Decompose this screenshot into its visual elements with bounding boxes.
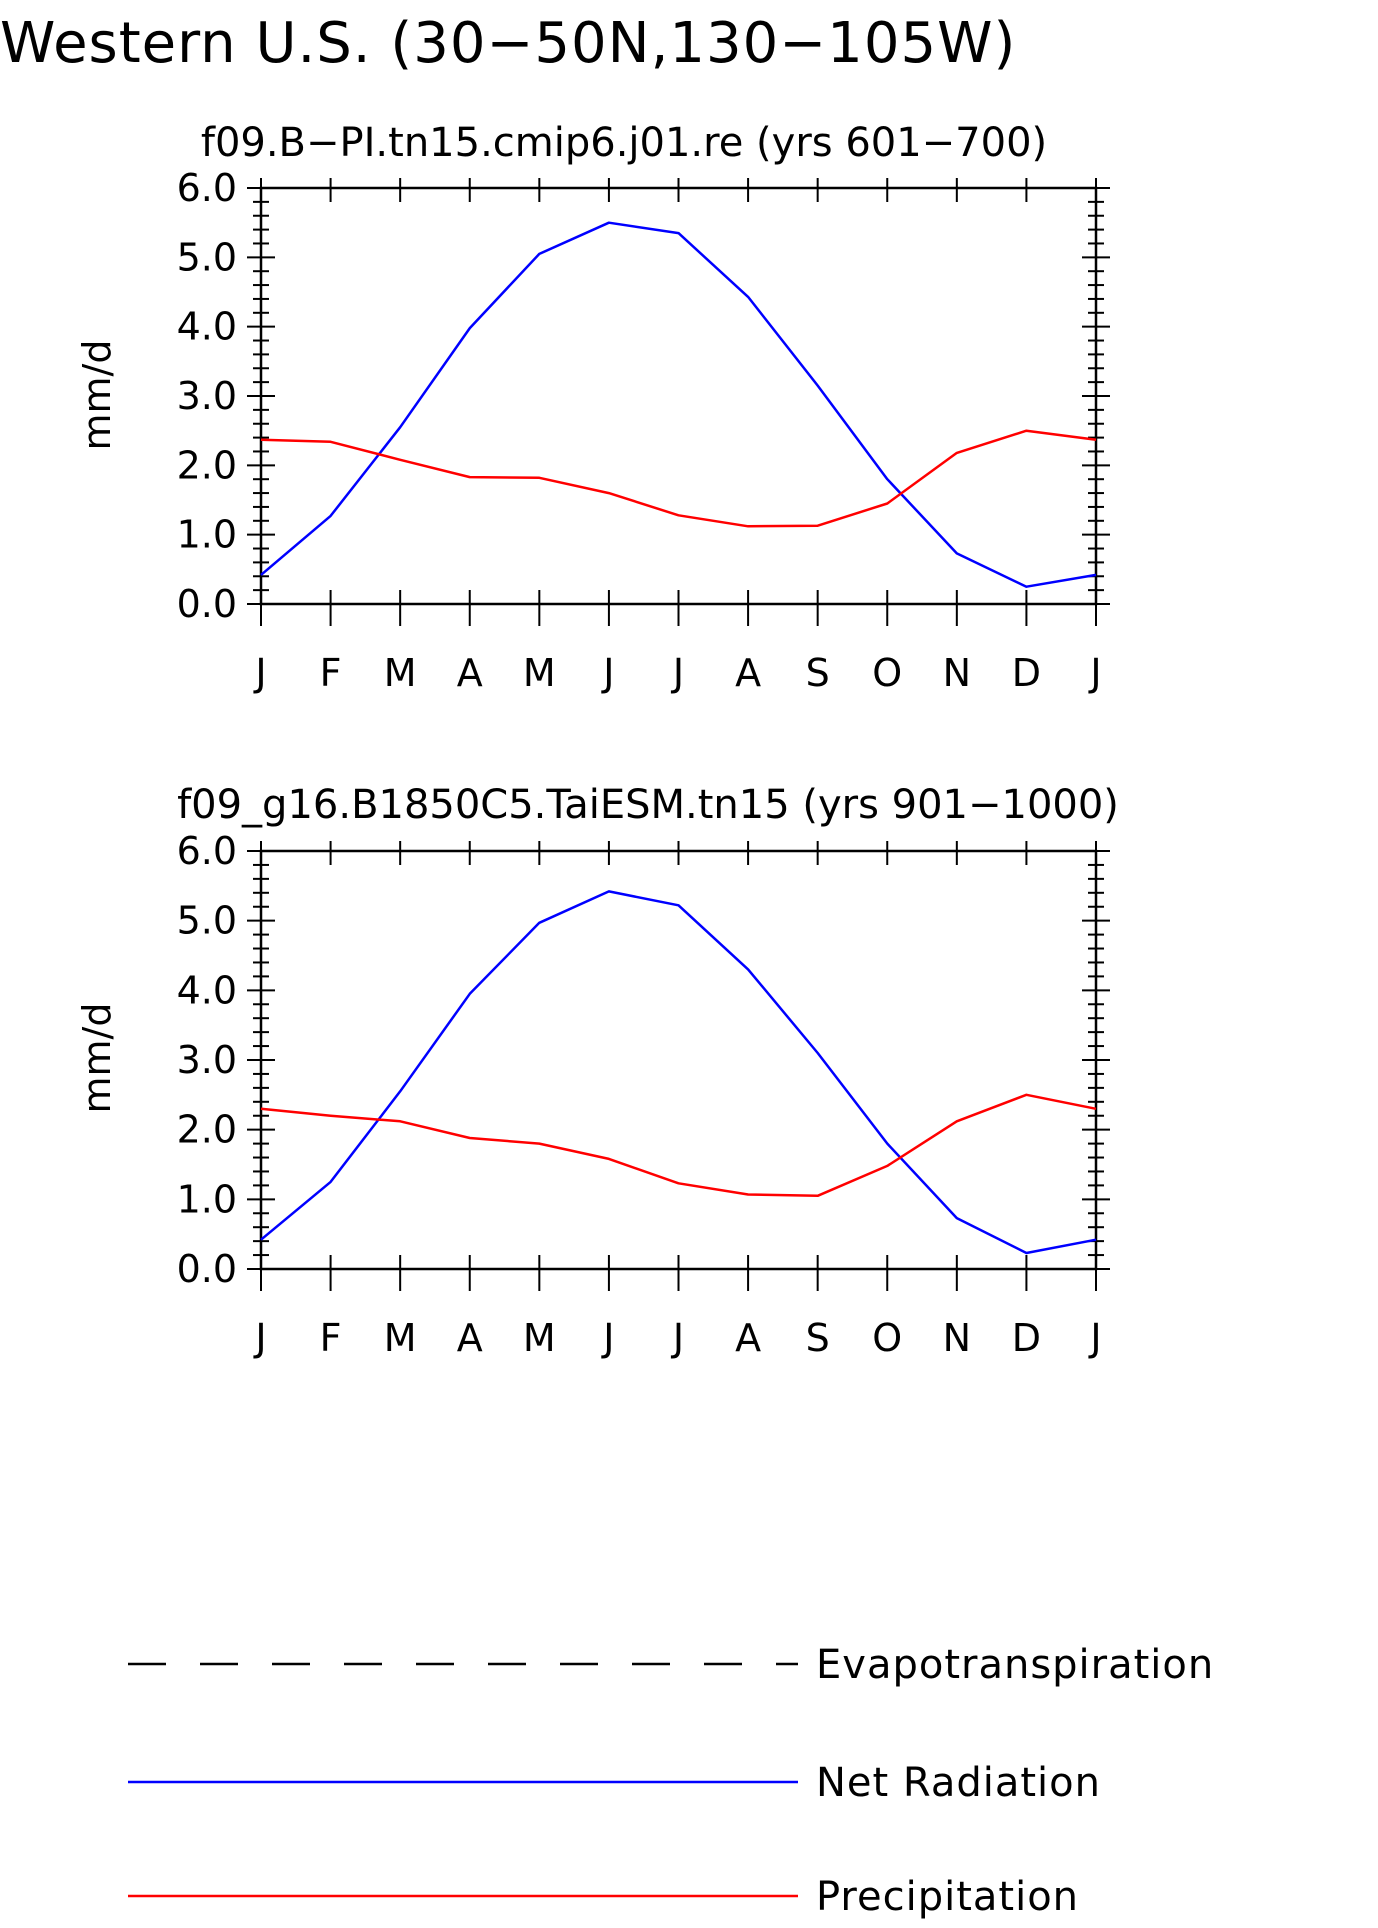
panel-title-top: f09.B−PI.tn15.cmip6.j01.re (yrs 601−700): [201, 120, 1047, 166]
legend-label-evapotranspiration: Evapotranspiration: [816, 1642, 1214, 1688]
series-line-net-radiation: [260, 890, 1097, 1255]
y-axis-label-bottom: mm/d: [75, 1003, 119, 1114]
y-tick-label: 3.0: [177, 374, 237, 418]
x-tick-label: A: [457, 1316, 483, 1360]
y-tick-label: 2.0: [177, 443, 237, 487]
x-tick-label: A: [457, 651, 483, 695]
x-tick-label: O: [872, 651, 902, 695]
x-tick-label: J: [1088, 1316, 1101, 1360]
x-tick-label: N: [943, 651, 971, 695]
x-tick-label: J: [1088, 651, 1101, 695]
x-tick-label: J: [671, 1316, 684, 1360]
x-tick-label: M: [384, 651, 417, 695]
x-tick-label: S: [806, 651, 830, 695]
y-tick-label: 4.0: [177, 968, 237, 1012]
x-tick-label: J: [253, 1316, 266, 1360]
x-tick-label: A: [735, 651, 761, 695]
figure-title: Western U.S. (30−50N,130−105W): [0, 11, 1016, 76]
y-tick-label: 5.0: [177, 235, 237, 279]
x-tick-label: D: [1012, 651, 1041, 695]
panel-title-bottom: f09_g16.B1850C5.TaiESM.tn15 (yrs 901−100…: [177, 782, 1119, 828]
y-tick-label: 0.0: [177, 1247, 237, 1291]
x-tick-label: J: [253, 651, 266, 695]
x-tick-label: F: [320, 651, 342, 695]
x-tick-label: M: [523, 651, 556, 695]
plot-frame: [259, 186, 1098, 606]
x-tick-label: J: [671, 651, 684, 695]
x-tick-label: J: [601, 651, 614, 695]
x-tick-label: D: [1012, 1316, 1041, 1360]
legend: Evapotranspiration Net Radiation Precipita…: [128, 1642, 1214, 1920]
y-tick-label: 2.0: [177, 1108, 237, 1152]
y-tick-label: 6.0: [177, 166, 237, 210]
y-tick-label: 0.0: [177, 582, 237, 626]
series-line-net-radiation: [260, 221, 1097, 588]
x-tick-label: A: [735, 1316, 761, 1360]
y-tick-label: 4.0: [177, 305, 237, 349]
x-tick-label: M: [384, 1316, 417, 1360]
panel-top: f09.B−PI.tn15.cmip6.j01.re (yrs 601−700)…: [75, 120, 1110, 695]
x-tick-label: S: [806, 1316, 830, 1360]
x-tick-label: F: [320, 1316, 342, 1360]
y-axis-label-top: mm/d: [75, 340, 119, 451]
legend-label-net-radiation: Net Radiation: [816, 1760, 1101, 1806]
plot-frame: [259, 849, 1098, 1271]
y-tick-label: 5.0: [177, 899, 237, 943]
x-tick-label: M: [523, 1316, 556, 1360]
x-tick-label: O: [872, 1316, 902, 1360]
panel-bottom: f09_g16.B1850C5.TaiESM.tn15 (yrs 901−100…: [75, 782, 1119, 1360]
y-tick-label: 6.0: [177, 829, 237, 873]
y-tick-label: 1.0: [177, 1177, 237, 1221]
x-tick-label: N: [943, 1316, 971, 1360]
series-line-precipitation: [260, 1093, 1097, 1198]
legend-label-precipitation: Precipitation: [816, 1874, 1079, 1920]
series-line-precipitation: [260, 429, 1097, 528]
x-tick-label: J: [601, 1316, 614, 1360]
y-tick-label: 1.0: [177, 513, 237, 557]
y-tick-label: 3.0: [177, 1038, 237, 1082]
